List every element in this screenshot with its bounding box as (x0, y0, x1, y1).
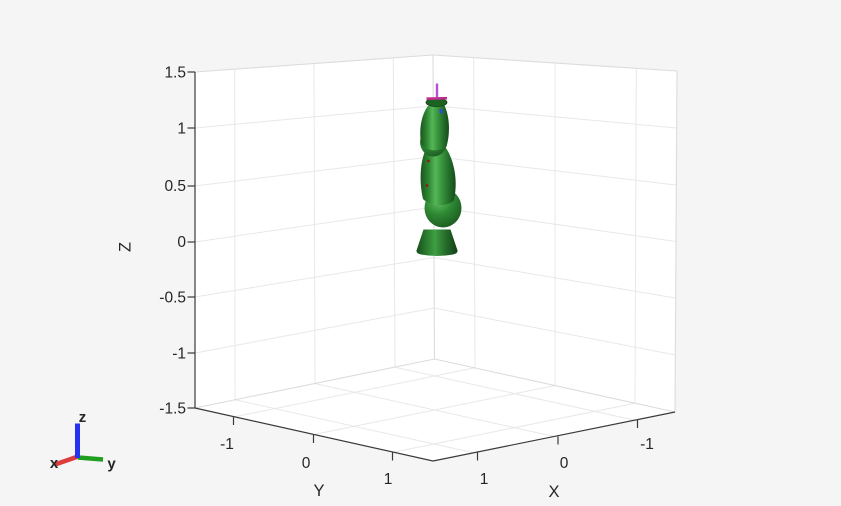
z-tick-label: -1 (172, 346, 186, 363)
end-effector-x-marker (426, 96, 448, 100)
robot-forearm-link (420, 104, 449, 151)
x-tick-label: 1 (480, 471, 489, 488)
y-tick-labels: -1 0 1 (220, 436, 392, 488)
z-tick-labels: 1.5 1 0.5 0 -0.5 -1 -1.5 (159, 65, 186, 418)
triad-x-label: x (50, 455, 59, 472)
axis-rulers (187, 71, 676, 462)
x-tick-label: 0 (560, 455, 569, 472)
robot-base-link (416, 229, 458, 256)
y-tick-label: 1 (384, 471, 393, 488)
orientation-triad: z x y (50, 409, 117, 473)
end-effector-blue-mark (439, 109, 443, 114)
x-axis-line (432, 411, 676, 462)
joint-axis-dot (425, 184, 429, 187)
y-axis-line (194, 407, 434, 462)
z-tick-label: 1.5 (164, 65, 186, 82)
z-tick-label: 1 (177, 121, 186, 138)
joint-axis-dot (427, 159, 430, 163)
z-tick-label: 0.5 (164, 178, 186, 195)
z-axis-label: Z (117, 242, 135, 252)
triad-z-label: z (79, 409, 87, 426)
triad-x-axis (54, 454, 79, 467)
robot-arm (416, 83, 462, 256)
y-axis-label: Y (313, 482, 324, 500)
y-tick-label: -1 (220, 436, 234, 453)
z-tick-label: -1.5 (159, 401, 186, 418)
z-tick-label: -0.5 (159, 290, 186, 307)
x-axis-label: X (548, 483, 559, 501)
z-tick-label: 0 (177, 234, 186, 251)
x-tick-labels: 1 0 -1 (480, 436, 654, 488)
triad-y-label: y (107, 456, 116, 473)
triad-y-axis (77, 455, 104, 462)
x-tick-label: -1 (640, 436, 654, 453)
grid-lines (194, 57, 677, 454)
y-tick-label: 0 (302, 455, 311, 472)
